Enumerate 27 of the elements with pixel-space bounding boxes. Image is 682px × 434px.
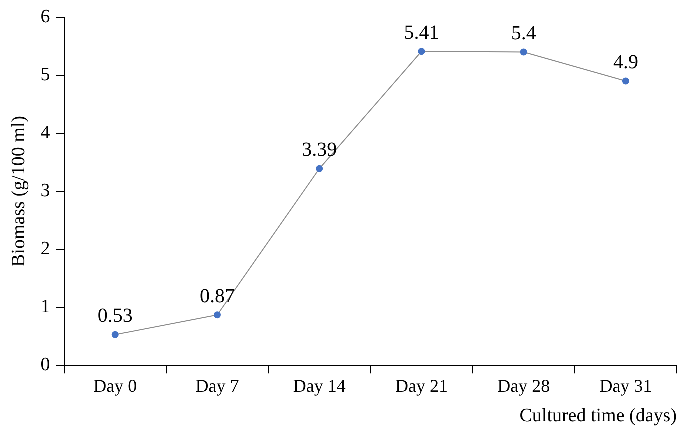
data-label: 0.87 [200, 285, 235, 308]
y-tick-label: 0 [40, 354, 50, 376]
data-label: 5.4 [511, 22, 536, 44]
x-tick-label: Day 14 [293, 376, 346, 396]
y-axis-title: Biomass (g/100 ml) [8, 116, 30, 267]
x-tick-label: Day 28 [498, 376, 550, 396]
point [622, 78, 630, 85]
data-label: 3.39 [302, 139, 338, 162]
point [214, 312, 221, 319]
y-tick-label: 5 [40, 64, 50, 86]
data-label: 4.9 [613, 51, 638, 74]
point [520, 48, 528, 56]
point [112, 331, 119, 338]
x-axis-title: Cultured time (days) [520, 406, 677, 427]
x-tick-label: Day 7 [196, 376, 240, 396]
x-tick-label: Day 31 [600, 376, 652, 396]
y-tick-label: 2 [40, 238, 50, 260]
point [418, 48, 426, 56]
point [316, 165, 324, 172]
y-tick-label: 3 [40, 180, 50, 202]
y-tick-label: 4 [40, 122, 51, 144]
data-label: 5.41 [404, 22, 440, 44]
x-tick-label: Day 21 [395, 376, 448, 396]
data-label: 0.53 [98, 305, 133, 328]
x-tick-label: Day 0 [94, 376, 138, 396]
y-tick-label: 1 [40, 296, 50, 318]
y-tick-label: 6 [40, 6, 50, 28]
